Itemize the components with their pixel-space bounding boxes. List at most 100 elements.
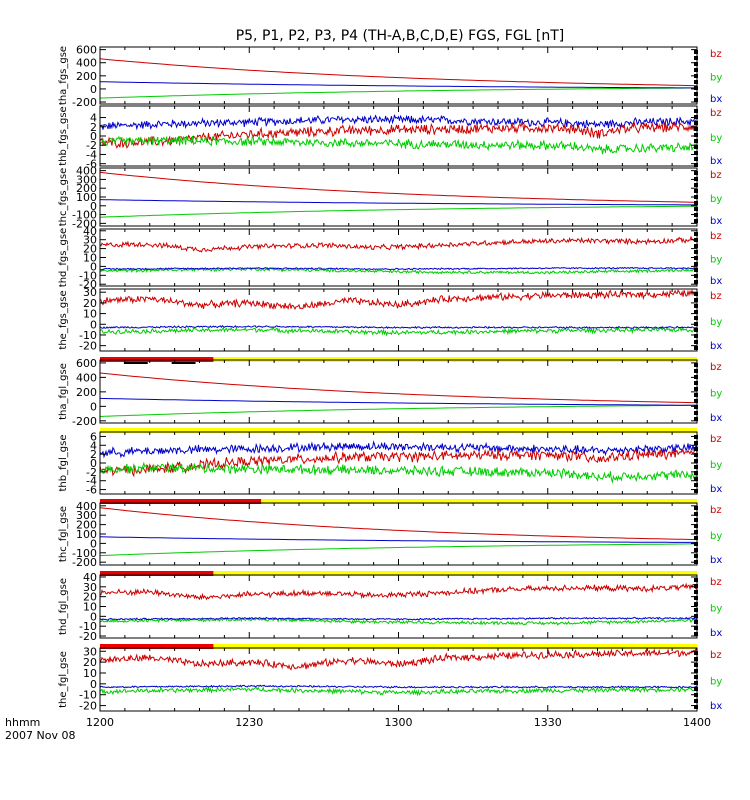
status-bar-red [100,571,214,576]
y-tick-label: 20 [83,243,97,256]
legend-bz: bz [710,108,722,119]
coverage-mark [694,56,698,60]
coverage-mark [694,145,698,149]
coverage-mark [694,310,698,314]
series-bz-line [100,235,697,253]
y-tick-label: 30 [83,286,97,299]
coverage-mark [694,536,698,540]
y-tick-label: 6 [90,430,97,443]
legend-by: by [710,194,722,205]
coverage-mark [694,98,698,102]
coverage-mark [694,62,698,66]
series-by-line [100,87,697,99]
y-tick-label: -20 [79,630,97,643]
coverage-mark [694,304,698,308]
series-by-line [100,461,697,484]
series-bx-line [100,684,697,689]
coverage-mark [694,669,698,673]
legend-by: by [710,460,722,471]
coverage-mark [694,171,698,175]
time-axis-date: 2007 Nov 08 [5,729,75,742]
y-tick-label: -4 [86,475,97,488]
status-bar-yellow [213,644,697,649]
coverage-mark [694,524,698,528]
y-tick-label: 600 [76,357,97,370]
coverage-mark [694,608,698,612]
coverage-mark [694,268,698,272]
coverage-mark [694,183,698,187]
coverage-mark [694,417,698,421]
coverage-mark [694,620,698,624]
coverage-mark [694,506,698,510]
coverage-mark [694,699,698,703]
series-bz-line [100,372,697,404]
coverage-mark [694,542,698,546]
status-bar-gap [171,362,196,364]
coverage-mark [694,483,698,487]
legend-by: by [710,133,722,144]
coverage-mark [694,471,698,475]
coverage-mark [694,518,698,522]
y-tick-label: -200 [72,217,97,230]
y-tick-label: -2 [86,466,97,479]
y-tick-label: -10 [79,689,97,702]
y-tick-label: -20 [79,340,97,353]
y-tick-label: -20 [79,700,97,713]
y-tick-label: 300 [76,509,97,522]
coverage-mark [694,405,698,409]
coverage-mark [694,381,698,385]
legend-bz: bz [710,577,722,588]
legend-by: by [710,73,722,84]
coverage-mark [694,705,698,709]
legend-bz: bz [710,170,722,181]
y-tick-label: 100 [76,528,97,541]
coverage-mark [694,232,698,236]
coverage-mark [694,681,698,685]
panel-frame [99,288,698,352]
status-bar-yellow [261,499,697,504]
status-bar-yellow [213,571,697,576]
coverage-mark [694,121,698,125]
panel-ylabel: thc_fgl_gse [58,506,69,562]
y-tick-label: 20 [83,297,97,310]
coverage-mark [694,201,698,205]
y-tick-label: 40 [83,225,97,238]
y-tick-label: -200 [72,415,97,428]
coverage-mark [694,244,698,248]
y-tick-label: -6 [86,158,97,171]
y-tick-label: -20 [79,278,97,291]
legend-bx: bx [710,413,722,424]
y-tick-label: -10 [79,329,97,342]
figure-title: P5, P1, P2, P3, P4 (TH-A,B,C,D,E) FGS, F… [236,28,565,44]
legend-bz: bz [710,231,722,242]
y-tick-label: 0 [90,260,97,273]
y-tick-label: 600 [76,44,97,57]
coverage-mark [694,256,698,260]
series-bx-line [100,199,697,206]
coverage-mark [694,459,698,463]
legend-bz: bz [710,650,722,661]
series-by-line [100,266,697,275]
y-tick-label: 30 [83,645,97,658]
coverage-mark [694,489,698,493]
series-bz-line [100,120,697,149]
panel-frame [99,167,698,227]
y-tick-label: 10 [83,308,97,321]
legend-bz: bz [710,505,722,516]
legend-by: by [710,677,722,688]
coverage-mark [694,626,698,630]
coverage-mark [694,548,698,552]
status-bar-red [100,644,214,649]
y-tick-label: 400 [76,500,97,513]
coverage-mark [694,530,698,534]
y-tick-label: 400 [76,165,97,178]
series-bx-line [100,616,697,621]
series-bx-line [100,266,697,271]
series-bz-line [100,507,697,541]
coverage-mark [694,675,698,679]
